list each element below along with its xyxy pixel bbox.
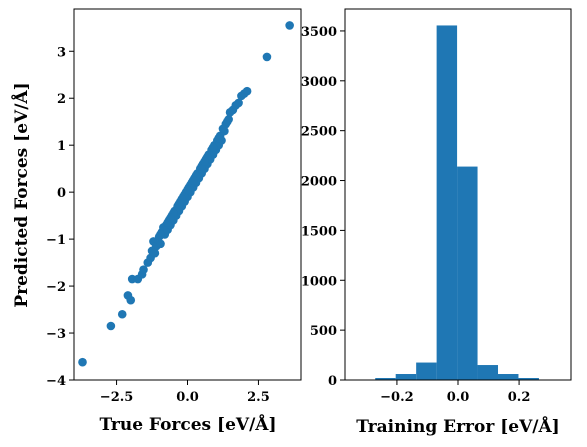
- scatter-point: [234, 98, 243, 108]
- scatter-point: [78, 357, 87, 367]
- scatter-point: [218, 124, 228, 134]
- scatter-point: [139, 265, 148, 274]
- scatter-point: [106, 321, 116, 331]
- histogram-y-tick-label: 2500: [301, 125, 337, 140]
- histogram-bar: [457, 166, 478, 380]
- histogram-bar: [416, 362, 437, 380]
- histogram-x-ticks: −0.2 0.0 0.2: [380, 380, 530, 405]
- scatter-y-tick-label: −3: [46, 327, 66, 342]
- scatter-point: [150, 248, 160, 258]
- scatter-y-tick-label: 1: [57, 139, 66, 154]
- histogram-x-axis-title: Training Error [eV/Å]: [356, 415, 559, 437]
- scatter-y-tick-label: −1: [46, 233, 66, 248]
- histogram-y-tick-label: 2000: [301, 175, 337, 190]
- scatter-y-tick-label: 3: [57, 45, 66, 60]
- scatter-panel: −2.5 0.0 2.5 −4 −3 −2 −1 0 1 2 3 True Forces [eV/…: [10, 8, 302, 435]
- scatter-point: [214, 133, 224, 143]
- scatter-points: [78, 21, 294, 367]
- histogram-y-tick-label: 0: [328, 374, 337, 389]
- scatter-x-ticks: −2.5 0.0 2.5: [100, 380, 270, 405]
- histogram-y-tick-label: 500: [310, 324, 337, 339]
- histogram-bar: [375, 378, 396, 380]
- histogram-y-tick-label: 1500: [301, 224, 337, 239]
- scatter-point: [200, 157, 209, 166]
- scatter-point: [208, 143, 218, 152]
- histogram-bar: [498, 374, 519, 380]
- histogram-bar: [395, 374, 417, 380]
- scatter-x-tick-label: 0.0: [176, 390, 199, 405]
- scatter-point: [143, 258, 153, 267]
- histogram-bar: [477, 365, 499, 380]
- scatter-y-axis-title: Predicted Forces [eV/Å]: [10, 82, 32, 307]
- scatter-point: [183, 185, 192, 195]
- scatter-x-axis-title: True Forces [eV/Å]: [99, 413, 276, 435]
- scatter-y-tick-label: 2: [57, 92, 66, 107]
- scatter-y-tick-label: −4: [46, 374, 66, 389]
- scatter-point: [117, 309, 127, 319]
- histogram-bar: [436, 25, 458, 380]
- scatter-y-ticks: −4 −3 −2 −1 0 1 2 3: [46, 45, 74, 389]
- scatter-point: [262, 52, 272, 62]
- scatter-point: [222, 117, 232, 127]
- histogram-y-tick-label: 3000: [301, 75, 337, 90]
- scatter-point: [156, 239, 165, 249]
- histogram-y-tick-label: 1000: [301, 274, 337, 289]
- scatter-point: [126, 295, 136, 305]
- histogram-x-tick-label: 0.2: [508, 390, 531, 405]
- scatter-point: [188, 176, 198, 185]
- histogram-x-tick-label: −0.2: [380, 390, 414, 405]
- scatter-x-tick-label: −2.5: [100, 390, 134, 405]
- histogram-panel: −0.2 0.0 0.2 0500100015002000250030003500 …: [301, 8, 572, 437]
- histogram-y-tick-label: 3500: [301, 25, 337, 40]
- scatter-point: [242, 86, 252, 96]
- scatter-point: [285, 21, 294, 30]
- histogram-y-ticks: 0 500 1000 1500 2000 2500 3000 3500: [301, 25, 345, 389]
- histogram-x-tick-label: 0.0: [447, 390, 470, 405]
- histogram-bars: [354, 25, 560, 380]
- scatter-y-tick-label: 0: [57, 186, 66, 201]
- scatter-y-tick-label: −2: [46, 280, 66, 295]
- scatter-point: [156, 230, 165, 239]
- scatter-point: [177, 194, 187, 204]
- scatter-x-tick-label: 2.5: [247, 390, 270, 405]
- scatter-point: [166, 213, 175, 223]
- histogram-bar: [518, 378, 539, 380]
